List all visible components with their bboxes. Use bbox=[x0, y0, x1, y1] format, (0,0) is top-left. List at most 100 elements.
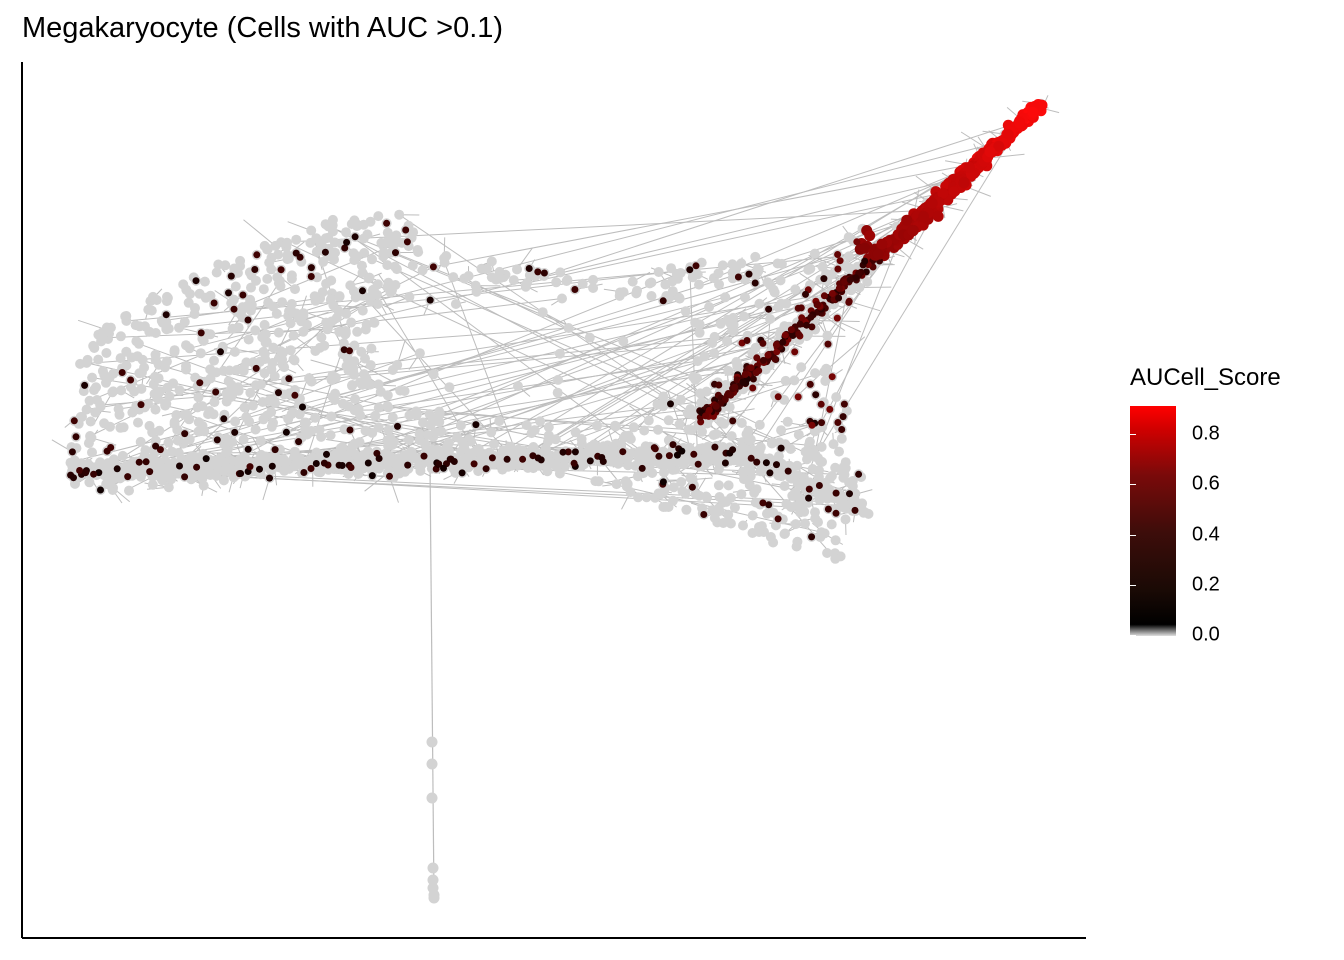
legend-tick-mark bbox=[1176, 484, 1182, 486]
cell-point bbox=[675, 394, 686, 405]
cell-point bbox=[828, 373, 836, 381]
cell-point bbox=[709, 348, 720, 359]
cell-point bbox=[822, 330, 833, 341]
cell-point bbox=[830, 553, 841, 564]
cell-point bbox=[239, 402, 250, 413]
cell-point bbox=[212, 388, 220, 396]
cell-point bbox=[427, 874, 439, 886]
cell-point bbox=[351, 233, 359, 241]
cell-point bbox=[246, 463, 254, 471]
cell-point bbox=[713, 480, 724, 491]
cell-point bbox=[800, 518, 810, 529]
cell-point bbox=[993, 140, 1005, 152]
cell-point bbox=[812, 391, 820, 399]
cell-point bbox=[181, 430, 189, 438]
cell-point bbox=[835, 284, 843, 292]
cell-point bbox=[653, 267, 664, 277]
cell-point bbox=[822, 548, 833, 558]
graph-edge bbox=[210, 368, 828, 498]
cell-point bbox=[393, 453, 404, 464]
cell-point bbox=[722, 336, 733, 347]
graph-edge bbox=[358, 287, 860, 475]
cell-point bbox=[759, 339, 767, 347]
cell-point bbox=[97, 366, 108, 376]
cell-point bbox=[252, 364, 260, 372]
cell-point bbox=[465, 436, 476, 447]
cell-point bbox=[753, 458, 761, 466]
cell-point bbox=[816, 527, 827, 538]
cell-point bbox=[275, 389, 282, 397]
cell-point bbox=[792, 460, 803, 471]
cell-point bbox=[717, 260, 728, 271]
cell-point bbox=[160, 362, 170, 373]
cell-point bbox=[771, 355, 779, 363]
cell-point bbox=[753, 354, 761, 362]
cell-point bbox=[790, 487, 801, 498]
cell-point bbox=[108, 368, 119, 379]
cell-point bbox=[765, 314, 776, 324]
cell-point bbox=[347, 464, 355, 471]
cell-point bbox=[134, 321, 145, 332]
cell-point bbox=[197, 329, 205, 337]
cell-point bbox=[789, 332, 797, 339]
cell-point bbox=[411, 406, 422, 417]
cell-point bbox=[815, 482, 823, 489]
cell-point bbox=[310, 295, 321, 306]
cell-point bbox=[753, 264, 764, 275]
cell-point bbox=[781, 298, 792, 309]
cell-point bbox=[137, 354, 148, 365]
cell-point bbox=[795, 330, 803, 338]
cell-point bbox=[343, 238, 351, 246]
cell-point bbox=[701, 386, 712, 397]
cell-point bbox=[188, 451, 199, 462]
cell-point bbox=[387, 412, 398, 423]
cell-point bbox=[278, 454, 289, 465]
cell-point bbox=[282, 237, 292, 248]
cell-point bbox=[840, 400, 848, 408]
cell-point bbox=[103, 461, 114, 472]
graph-edge bbox=[286, 242, 739, 456]
cell-point bbox=[72, 433, 80, 441]
cell-point bbox=[733, 456, 744, 467]
cell-point bbox=[766, 469, 774, 477]
cell-point bbox=[426, 296, 434, 304]
cell-point bbox=[268, 342, 279, 353]
cell-point bbox=[310, 346, 321, 356]
cell-point bbox=[791, 348, 799, 356]
cell-point bbox=[765, 501, 773, 509]
cell-point bbox=[363, 273, 374, 284]
cell-point bbox=[638, 464, 646, 472]
cell-point bbox=[183, 464, 194, 475]
cell-point bbox=[225, 289, 232, 297]
cell-point bbox=[847, 476, 858, 486]
cell-point bbox=[390, 238, 401, 249]
cell-point bbox=[694, 327, 705, 338]
cell-point bbox=[164, 391, 175, 402]
cell-point bbox=[264, 395, 275, 406]
cell-point bbox=[391, 264, 402, 275]
cell-point bbox=[107, 387, 118, 398]
cell-point bbox=[440, 464, 447, 472]
cell-point bbox=[415, 465, 426, 476]
cell-point bbox=[227, 272, 235, 280]
cell-point bbox=[577, 278, 588, 289]
cell-point bbox=[373, 402, 384, 413]
cell-point bbox=[651, 445, 659, 453]
cell-point bbox=[486, 256, 497, 267]
cell-point bbox=[146, 468, 154, 476]
cell-point bbox=[790, 519, 801, 530]
cell-point bbox=[399, 386, 410, 396]
cell-point bbox=[413, 247, 424, 257]
cell-point bbox=[772, 258, 783, 269]
cell-point bbox=[239, 291, 247, 299]
cell-point bbox=[711, 443, 719, 451]
cell-point bbox=[150, 371, 161, 382]
cell-point bbox=[322, 324, 333, 335]
cell-point bbox=[826, 471, 837, 481]
cell-point bbox=[422, 430, 433, 440]
cell-point bbox=[97, 486, 104, 494]
cell-point bbox=[244, 445, 252, 453]
cell-point bbox=[555, 267, 566, 278]
cell-point bbox=[142, 458, 150, 466]
